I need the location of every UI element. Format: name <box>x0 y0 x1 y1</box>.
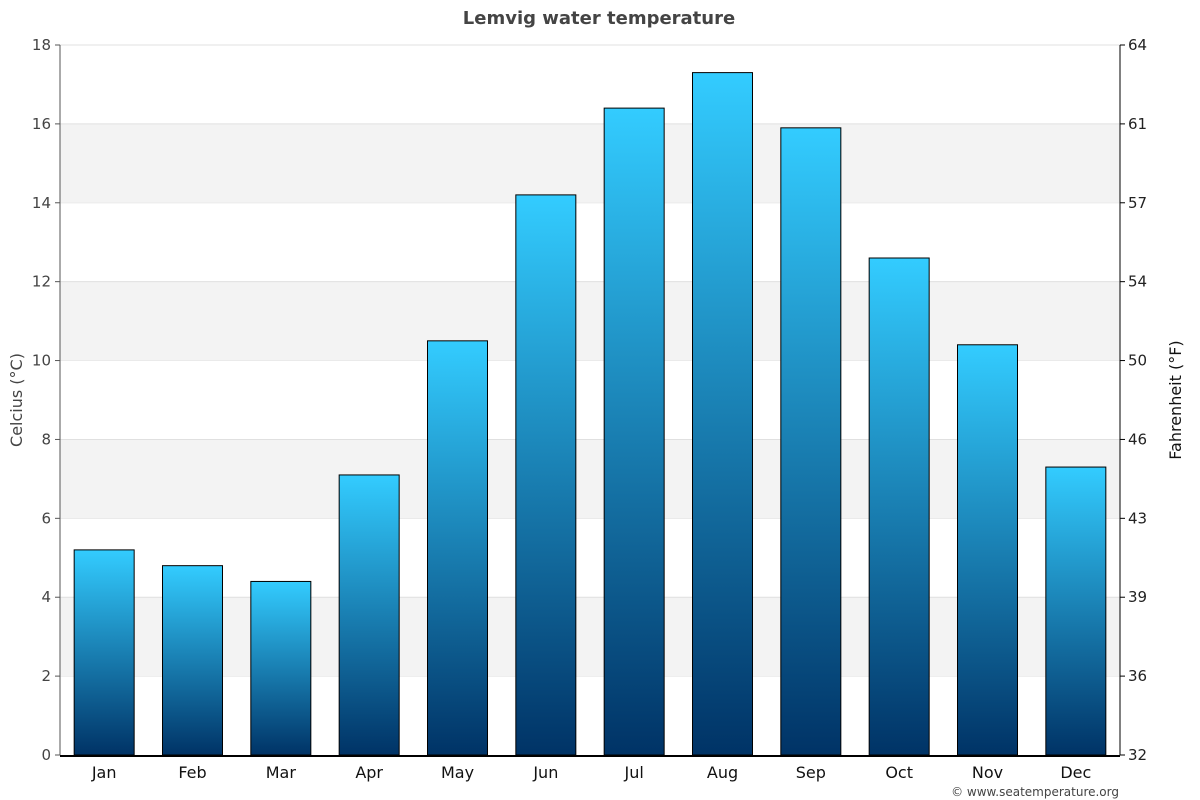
y-tick-label-left: 6 <box>41 509 51 527</box>
x-tick-label: Jun <box>532 763 558 782</box>
y-tick-label-right: 46 <box>1128 430 1147 448</box>
x-tick-label: Oct <box>885 763 913 782</box>
bar-apr <box>338 474 400 756</box>
grid-band <box>60 597 1120 677</box>
bar-jul <box>603 107 665 756</box>
y-tick-label-left: 18 <box>32 36 51 54</box>
bar-sep <box>780 127 842 756</box>
bar-aug <box>692 72 753 756</box>
axes: Jan Feb Mar Apr May Jun Jul Aug Sep Oct Nov Dec 0 32 2… <box>32 36 1147 782</box>
y-tick-label-left: 16 <box>32 115 51 133</box>
y-tick-label-right: 50 <box>1128 352 1147 370</box>
y-axis-label-left: Celcius (°C) <box>7 353 26 447</box>
x-tick-label: Feb <box>178 763 206 782</box>
x-tick-label: Mar <box>266 763 297 782</box>
y-tick-label-right: 36 <box>1128 667 1147 685</box>
x-tick-label: Nov <box>972 763 1003 782</box>
grid-band <box>60 281 1120 361</box>
y-tick-label-right: 54 <box>1128 273 1147 291</box>
x-tick-label: Aug <box>707 763 738 782</box>
grid-band <box>60 439 1120 519</box>
bars <box>73 72 1107 756</box>
y-tick-label-right: 61 <box>1128 115 1147 133</box>
y-tick-label-left: 8 <box>41 430 51 448</box>
y-tick-label-left: 4 <box>41 588 51 606</box>
y-tick-label-right: 64 <box>1128 36 1147 54</box>
y-tick-label-right: 39 <box>1128 588 1147 606</box>
x-tick-label: Sep <box>796 763 826 782</box>
y-tick-label-left: 10 <box>32 352 51 370</box>
bar-dec <box>1045 466 1107 756</box>
x-tick-label: Apr <box>355 763 383 782</box>
y-tick-label-right: 32 <box>1128 746 1147 764</box>
chart-title: Lemvig water temperature <box>463 8 735 29</box>
y-tick-label-left: 0 <box>41 746 51 764</box>
y-tick-label-right: 57 <box>1128 194 1147 212</box>
bar-oct <box>868 257 930 756</box>
y-tick-label-left: 14 <box>32 194 51 212</box>
grid-bands <box>60 44 1120 677</box>
x-tick-label: Jul <box>624 763 644 782</box>
y-tick-label-left: 12 <box>32 273 51 291</box>
bar-may <box>427 340 488 756</box>
y-axis-label-right: Fahrenheit (°F) <box>1166 340 1185 459</box>
x-tick-label: Dec <box>1060 763 1091 782</box>
bar-jan <box>73 549 135 756</box>
x-tick-label: Jan <box>91 763 117 782</box>
bar-mar <box>250 580 312 756</box>
y-tick-label-left: 2 <box>41 667 51 685</box>
y-tick-label-right: 43 <box>1128 509 1147 527</box>
bar-feb <box>162 565 223 756</box>
grid-band <box>60 123 1120 203</box>
x-tick-label: May <box>441 763 474 782</box>
bar-jun <box>515 194 577 756</box>
bar-nov <box>957 344 1018 756</box>
credit-text: © www.seatemperature.org <box>951 785 1119 799</box>
